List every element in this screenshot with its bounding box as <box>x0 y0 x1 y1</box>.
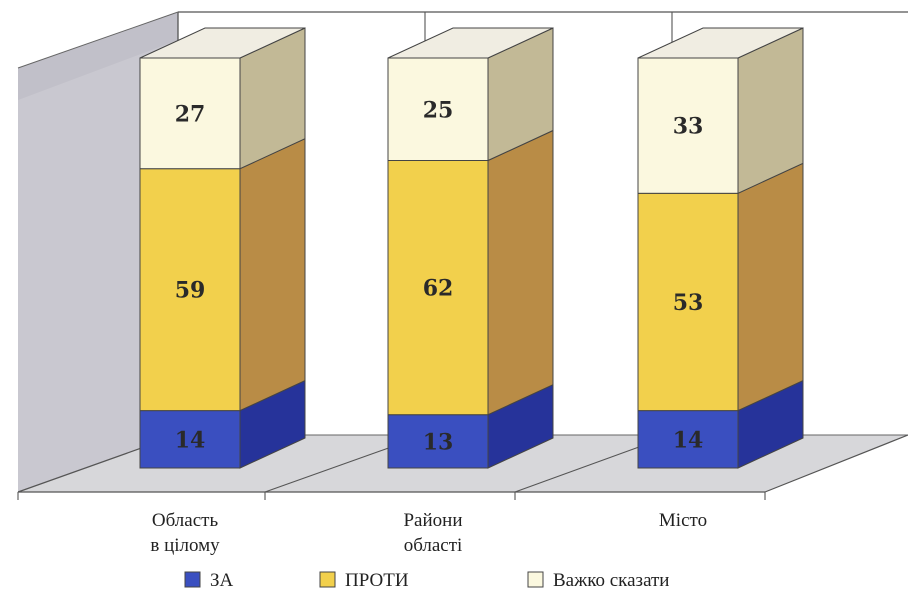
legend-label-2: ПРОТИ <box>345 570 409 591</box>
bar-side-2-cat-3 <box>737 162 804 412</box>
value-label-1-cat-3: 14 <box>673 427 704 453</box>
bar-segment-3-cat-2 <box>387 57 489 161</box>
bar-segment-3-cat-1 <box>139 57 241 170</box>
value-label-1-cat-1: 14 <box>175 427 206 453</box>
bar-side-2-cat-2 <box>487 129 554 416</box>
floor-right-edge <box>764 434 908 493</box>
bar-segment-1-cat-2 <box>387 414 489 469</box>
value-labels-group: 14 59 27 13 62 25 14 53 33 <box>175 97 704 455</box>
bar-top-cat-3 <box>637 27 804 59</box>
category-label-2-line-2: області <box>404 535 463 556</box>
bar-top-cat-1 <box>139 27 306 59</box>
legend: ЗА ПРОТИ Важко сказати <box>184 570 669 591</box>
bar-segment-2-cat-1 <box>139 168 241 412</box>
value-label-3-cat-3: 33 <box>673 114 704 140</box>
category-label-1-line-1: Область <box>152 510 219 531</box>
legend-swatch-2 <box>319 571 336 588</box>
value-label-3-cat-1: 27 <box>175 101 206 127</box>
left-wall-shade <box>18 12 178 100</box>
legend-label-3: Важко сказати <box>553 570 669 591</box>
category-label-1-line-2: в цілому <box>150 535 220 556</box>
legend-label-1: ЗА <box>210 570 234 591</box>
legend-swatch-1 <box>184 571 201 588</box>
value-label-1-cat-2: 13 <box>423 429 454 455</box>
category-label-2-line-1: Райони <box>403 510 462 531</box>
bar-side-2-cat-1 <box>239 137 306 412</box>
left-wall-top-edge <box>17 11 179 69</box>
value-label-2-cat-2: 62 <box>423 276 454 302</box>
left-wall <box>18 12 178 492</box>
bars-group <box>139 27 804 469</box>
category-label-3-line-1: Місто <box>659 510 707 531</box>
value-label-2-cat-1: 59 <box>175 278 206 304</box>
value-label-3-cat-2: 25 <box>423 97 454 123</box>
legend-swatch-3 <box>527 571 544 588</box>
category-labels-group: Область в цілому Райони області Місто <box>150 510 707 556</box>
value-label-2-cat-3: 53 <box>673 290 704 316</box>
bar-top-cat-2 <box>387 27 554 59</box>
